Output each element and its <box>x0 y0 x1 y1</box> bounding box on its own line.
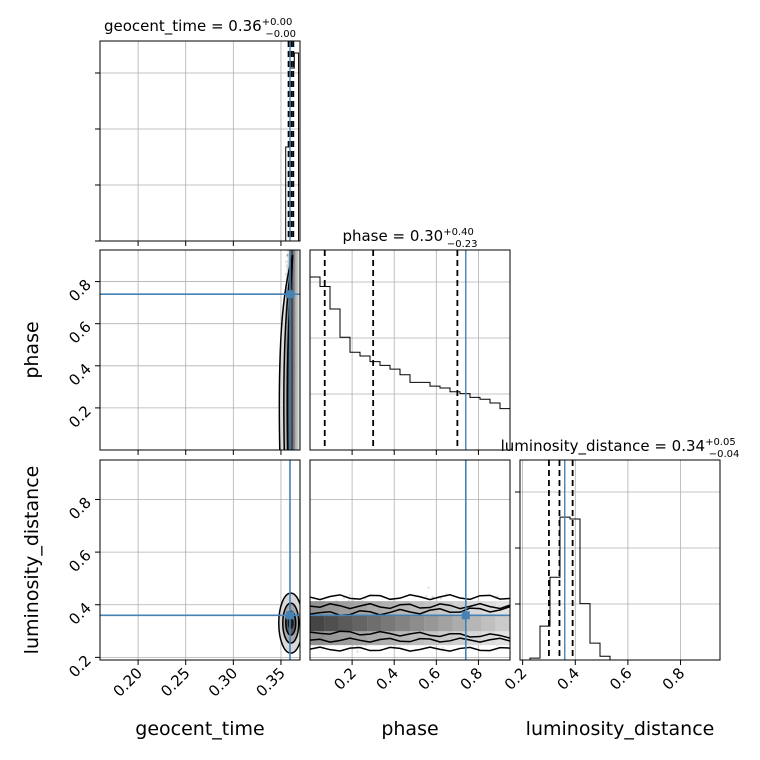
density-cell <box>395 615 411 632</box>
scatter-point <box>355 645 359 648</box>
x-tick-label: 0.6 <box>415 664 445 694</box>
title-upper-error: +0.05 <box>705 437 736 448</box>
histogram-panel-geocent_time <box>99 40 301 242</box>
panels: 0.2 0.4 0.6 0.8 0.2 0.4 0.6 0.8 0.20 0.25 0.30 0.35… <box>65 40 721 700</box>
title-upper-error: +0.00 <box>262 17 293 28</box>
panel-border <box>99 249 301 451</box>
y-tick-label: 0.6 <box>65 546 95 576</box>
truth-marker <box>461 611 470 620</box>
y-tick-label: 0.4 <box>65 599 95 629</box>
histogram-panel-luminosity_distance: 0.2 0.4 0.6 0.8 <box>501 459 721 694</box>
x-axis-label-phase: phase <box>381 718 438 740</box>
density-cell <box>467 615 482 632</box>
x-tick-label: 0.6 <box>606 664 636 694</box>
title-phase: phase = 0.30+0.40 −0.23 <box>342 227 477 250</box>
x-axis-label-luminosity_distance: luminosity_distance <box>526 718 715 740</box>
panel-border <box>309 249 511 451</box>
truth-marker <box>286 611 294 620</box>
histogram-step-phase <box>310 276 510 450</box>
x-axis-label-geocent_time: geocent_time <box>135 718 264 740</box>
density-cell <box>338 615 354 632</box>
density-cell <box>481 615 497 632</box>
y-tick-label: 0.2 <box>65 651 95 681</box>
density-cell <box>367 615 382 632</box>
contour-line-2 <box>286 254 294 450</box>
x-tick-label: 0.2 <box>501 664 531 694</box>
y-tick-label: 0.4 <box>65 360 95 390</box>
scatter-point <box>496 595 499 598</box>
panel-border <box>99 40 301 242</box>
x-tick-label: 0.30 <box>205 664 241 700</box>
density-panel-phase-vs-geocent_time: 0.2 0.4 0.6 0.8 <box>65 249 301 455</box>
density-panel-luminosity_distance-vs-phase-content <box>310 460 510 660</box>
x-tick-label: 0.4 <box>553 664 583 694</box>
histogram-step-geocent_time <box>285 52 300 241</box>
scatter-point <box>342 596 346 600</box>
histogram-panel-luminosity_distance-content <box>520 460 720 660</box>
title-lower-error: −0.00 <box>265 29 296 40</box>
histogram-step-luminosity_distance <box>520 516 720 660</box>
x-tick-label: 0.35 <box>252 664 288 700</box>
y-tick-label: 0.8 <box>65 494 95 524</box>
y-tick-label: 0.2 <box>65 402 95 432</box>
title-upper-error: +0.40 <box>443 227 474 238</box>
y-axis-label-phase: phase <box>21 321 43 378</box>
title-geocent_time: geocent_time = 0.36+0.00 −0.00 <box>104 17 296 40</box>
x-tick-label: 0.25 <box>157 664 193 700</box>
contour-line-1 <box>283 254 294 450</box>
density-panel-luminosity_distance-vs-geocent_time: 0.20 0.25 0.30 0.35 0.2 0.4 0.6 0.8 <box>65 459 301 700</box>
x-tick-label: 0.20 <box>110 664 146 700</box>
x-tick-label: 0.4 <box>372 664 402 694</box>
panel-border <box>519 459 721 661</box>
scatter-point <box>425 595 428 598</box>
density-cell <box>310 615 325 632</box>
histogram-panel-phase <box>309 249 511 455</box>
y-axis-label-luminosity_distance: luminosity_distance <box>21 466 43 655</box>
title-luminosity_distance: luminosity_distance = 0.34+0.05 −0.04 <box>501 437 740 460</box>
scatter-point <box>356 650 359 653</box>
scatter-point <box>427 586 430 589</box>
title-lower-error: −0.23 <box>447 239 478 250</box>
contour-line-outer-top <box>310 593 510 601</box>
panel-border <box>99 459 301 661</box>
panel-border <box>309 459 511 661</box>
x-tick-label: 0.8 <box>457 664 487 694</box>
density-cell <box>324 615 340 632</box>
truth-marker <box>286 290 294 299</box>
contour-line-middle-bottom <box>310 637 510 643</box>
scatter-point <box>348 594 352 597</box>
x-tick-label: 0.2 <box>330 664 360 694</box>
x-tick-label: 0.8 <box>659 664 689 694</box>
density-cell <box>381 615 397 632</box>
density-cell <box>438 615 454 632</box>
density-panel-phase-vs-geocent_time-content <box>100 250 300 450</box>
density-cell <box>424 615 440 632</box>
density-cell <box>352 615 368 632</box>
scatter-point <box>441 647 445 650</box>
contour-line-middle-top <box>310 602 510 610</box>
density-panel-luminosity_distance-vs-geocent_time-content <box>100 460 300 660</box>
histogram-panel-phase-content <box>310 250 510 450</box>
density-cell <box>495 615 510 632</box>
scatter-point <box>439 597 443 600</box>
contour-line-inner-bottom <box>310 630 510 639</box>
y-tick-label: 0.6 <box>65 318 95 348</box>
scatter-point <box>285 254 288 258</box>
contour-line-outer-bottom <box>310 646 510 652</box>
scatter-point <box>284 260 288 264</box>
y-tick-label: 0.8 <box>65 276 95 306</box>
title-lower-error: −0.04 <box>709 449 740 460</box>
density-cell <box>410 615 425 632</box>
density-panel-luminosity_distance-vs-phase: 0.2 0.4 0.6 0.8 <box>309 459 511 694</box>
histogram-panel-geocent_time-content <box>100 41 300 241</box>
